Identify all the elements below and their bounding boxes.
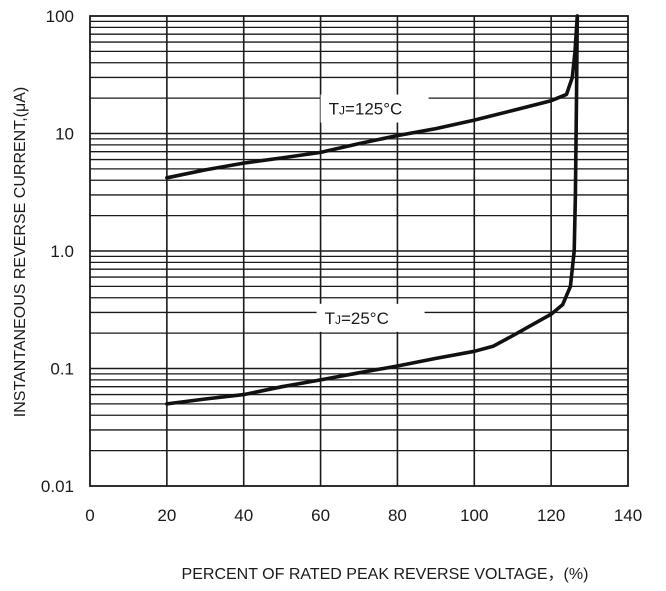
curve-label-subscript: J [335, 313, 341, 327]
curve-label-main: T [325, 309, 335, 328]
y-tick-label: 1.0 [50, 242, 74, 261]
series-line [165, 14, 580, 406]
curve-label-subscript: J [339, 104, 345, 118]
curve-label-main: T [329, 100, 339, 119]
x-tick-label: 140 [614, 506, 642, 525]
curve-label-rest: =125°C [345, 100, 402, 119]
curve-label-rest: =25°C [341, 309, 389, 328]
x-tick-label: 120 [537, 506, 565, 525]
curve-label: TJ=25°C [325, 309, 389, 328]
curve-label: TJ=125°C [329, 100, 403, 119]
y-tick-label: 0.01 [41, 477, 74, 496]
y-axis-title: INSTANTANEOUS REVERSE CURRENT,(μA) [12, 87, 29, 417]
x-tick-label: 20 [157, 506, 176, 525]
x-tick-label: 0 [85, 506, 94, 525]
curves [165, 14, 580, 406]
plot-frame [89, 15, 629, 487]
x-axis-title: PERCENT OF RATED PEAK REVERSE VOLTAGE，(%… [182, 566, 589, 583]
y-tick-label: 0.1 [50, 360, 74, 379]
grid [90, 16, 628, 486]
y-tick-labels: 0.01 0.1 1.0 10 100 [41, 7, 74, 496]
curve-label-background [320, 94, 429, 123]
curve-labels: TJ=125°CTJ=25°C [316, 94, 429, 332]
x-tick-label: 100 [460, 506, 488, 525]
x-tick-label: 40 [234, 506, 253, 525]
x-tick-label: 60 [311, 506, 330, 525]
x-tick-label: 80 [388, 506, 407, 525]
curve-label-background [316, 303, 425, 332]
series-line [165, 14, 580, 180]
x-tick-labels: 0 20 40 60 80 100 120 140 [85, 506, 642, 525]
y-tick-label: 100 [46, 7, 74, 26]
y-tick-label: 10 [55, 125, 74, 144]
